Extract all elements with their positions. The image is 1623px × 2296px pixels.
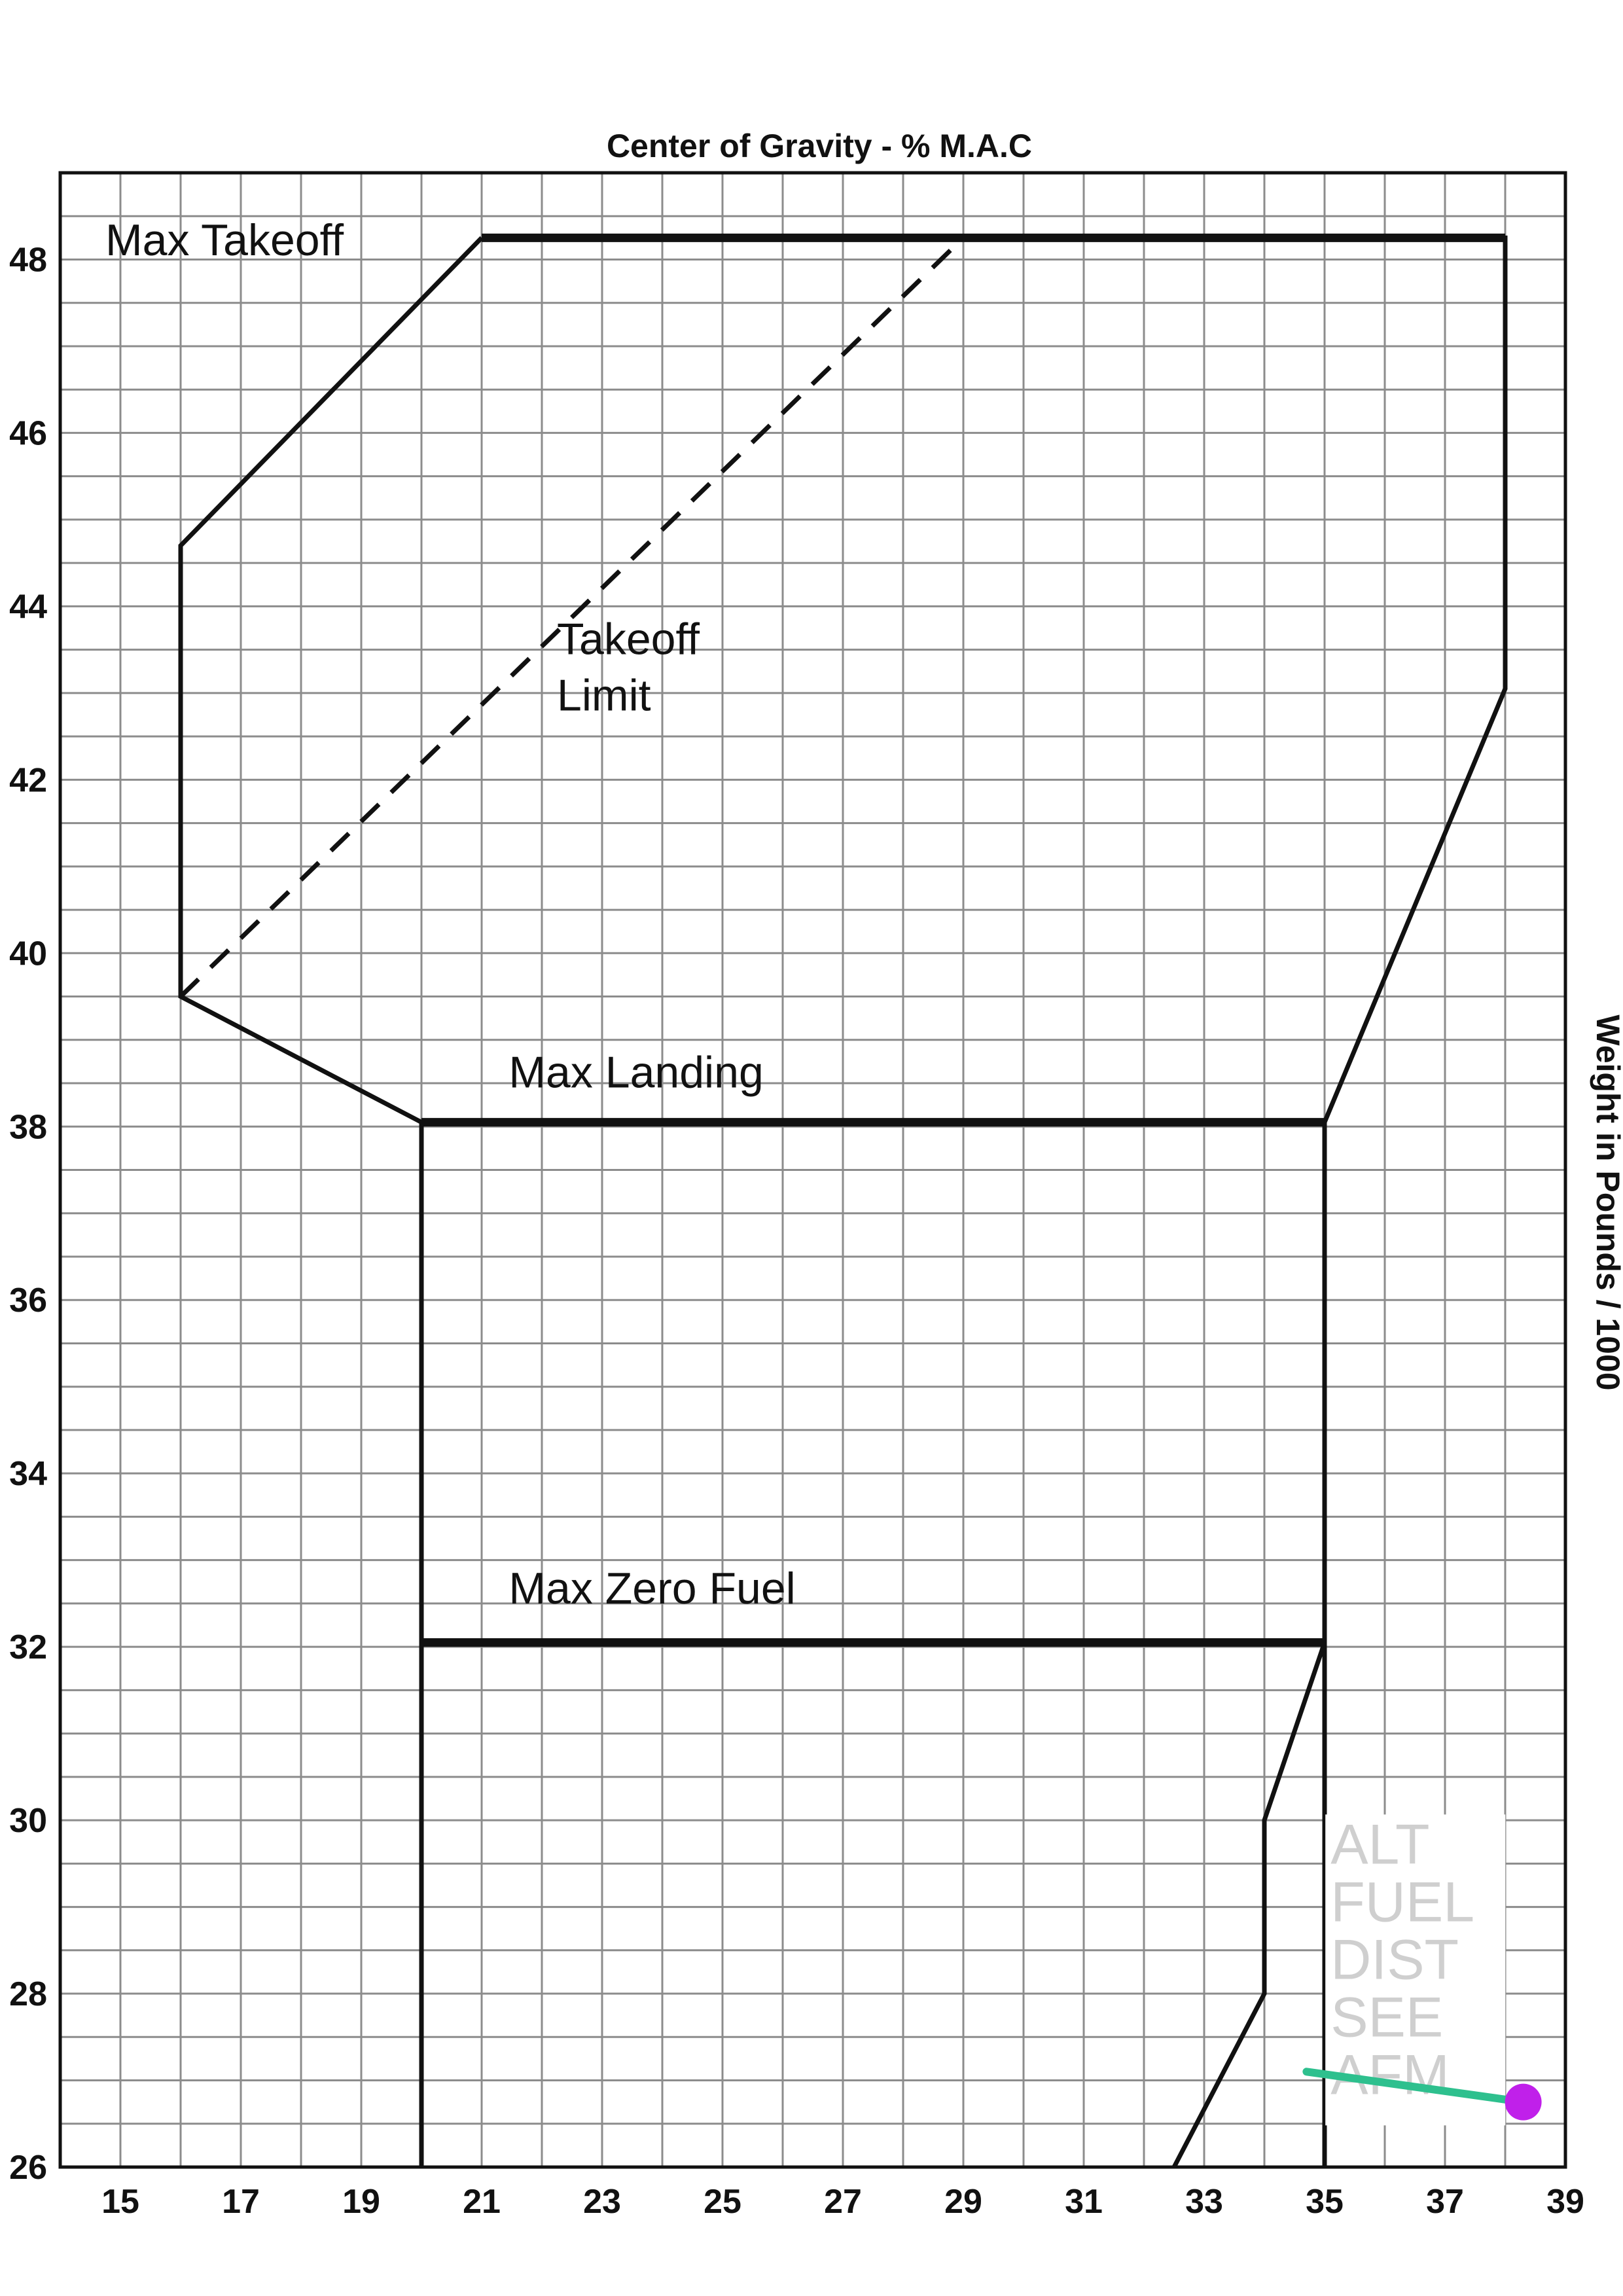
region-label: Max Zero Fuel <box>508 1564 795 1613</box>
region-labels: Max Takeoff Takeoff Limit Max Landing Max Ze… <box>105 215 796 1613</box>
x-tick-label: 33 <box>1185 2183 1223 2221</box>
marker-point <box>1505 2083 1542 2121</box>
y-tick-label: 34 <box>9 1455 47 1493</box>
region-label: Max Landing <box>508 1048 763 1098</box>
x-tick-label: 29 <box>944 2183 982 2221</box>
x-tick-label: 21 <box>463 2183 501 2221</box>
y-tick-label: 26 <box>9 2149 47 2187</box>
envelope-lines <box>178 233 1508 2168</box>
y-tick-label: 32 <box>9 1628 47 1666</box>
marker-line <box>1302 2068 1527 2106</box>
x-tick-label: 23 <box>583 2183 621 2221</box>
note-line: FUEL <box>1330 1871 1474 1933</box>
y-axis-label: Weight in Pounds / 1000 <box>1590 1014 1623 1390</box>
y-tick-label: 42 <box>9 761 47 799</box>
x-tick-label: 31 <box>1065 2183 1103 2221</box>
chart-title: Center of Gravity - % M.A.C <box>607 128 1032 164</box>
marker <box>1302 2068 1542 2121</box>
x-tick-label: 15 <box>101 2183 139 2221</box>
envelope-line <box>1171 1641 1327 2168</box>
y-tick-label: 40 <box>9 935 47 973</box>
y-tick-label: 28 <box>9 1975 47 2013</box>
note-line: DIST <box>1330 1928 1459 1991</box>
note-background <box>1325 1814 1506 2126</box>
region-label: Limit <box>557 670 651 720</box>
y-tick-label: 46 <box>9 414 47 452</box>
y-tick-label: 44 <box>9 588 47 626</box>
x-tick-label: 39 <box>1546 2183 1584 2221</box>
x-tick-label: 37 <box>1426 2183 1464 2221</box>
x-tick-label: 35 <box>1306 2183 1344 2221</box>
x-tick-label: 17 <box>222 2183 260 2221</box>
x-tick-labels: 15 17 19 21 23 25 27 29 31 33 35 37 39 <box>101 2183 1584 2221</box>
x-tick-label: 27 <box>824 2183 862 2221</box>
note-line: SEE <box>1330 1986 1443 2049</box>
y-tick-label: 48 <box>9 241 47 279</box>
x-tick-label: 25 <box>704 2183 741 2221</box>
y-tick-label: 36 <box>9 1282 47 1319</box>
y-tick-label: 38 <box>9 1108 47 1146</box>
y-tick-labels: 26 28 30 32 34 36 38 40 42 44 46 48 <box>9 241 47 2187</box>
region-label: Takeoff <box>557 614 700 664</box>
plot-frame <box>58 171 1567 2169</box>
y-tick-label: 30 <box>9 1802 47 1840</box>
region-label: Max Takeoff <box>105 215 344 265</box>
takeoff-limit-line <box>179 236 965 999</box>
x-tick-label: 19 <box>342 2183 380 2221</box>
note-line: ALT <box>1330 1813 1429 1876</box>
